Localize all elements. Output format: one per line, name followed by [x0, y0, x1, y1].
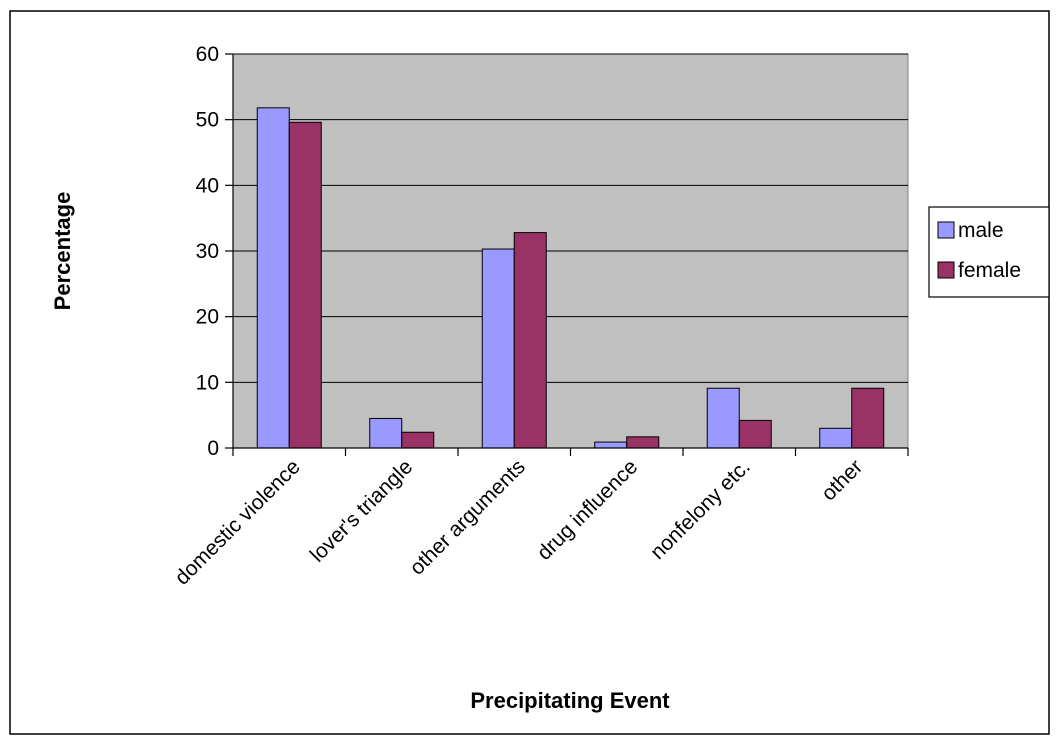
bar-female — [626, 436, 660, 449]
bar-female — [738, 419, 772, 449]
bar-male — [369, 417, 403, 449]
bar-male — [594, 441, 628, 449]
y-tick-label: 50 — [196, 109, 219, 132]
bar-female — [513, 232, 547, 449]
bar-male — [706, 387, 740, 449]
gridlines — [233, 53, 908, 383]
bars — [256, 107, 885, 449]
x-axis-ticks — [232, 448, 909, 456]
bar-female — [401, 431, 435, 449]
legend-swatch-female — [937, 261, 955, 279]
y-tick-label: 40 — [196, 174, 219, 197]
bar-female — [288, 121, 322, 449]
bar-male — [256, 107, 290, 449]
x-axis-title: Precipitating Event — [470, 688, 670, 713]
y-tick-label: 30 — [196, 240, 219, 263]
y-tick-label: 20 — [196, 306, 219, 329]
y-tick-label: 60 — [196, 43, 219, 66]
y-axis-title: Percentage — [50, 192, 75, 311]
bar-male — [481, 248, 515, 449]
bar-female — [851, 387, 885, 449]
legend: male female — [928, 206, 1050, 298]
legend-swatch-male — [937, 221, 955, 239]
y-tick-label: 10 — [196, 371, 219, 394]
bar-male — [819, 427, 853, 449]
legend-label-female: female — [958, 259, 1021, 282]
legend-label-male: male — [958, 219, 1004, 242]
y-tick-label: 0 — [207, 437, 219, 460]
y-axis-ticks: 0 10 20 30 40 50 60 — [196, 43, 233, 460]
